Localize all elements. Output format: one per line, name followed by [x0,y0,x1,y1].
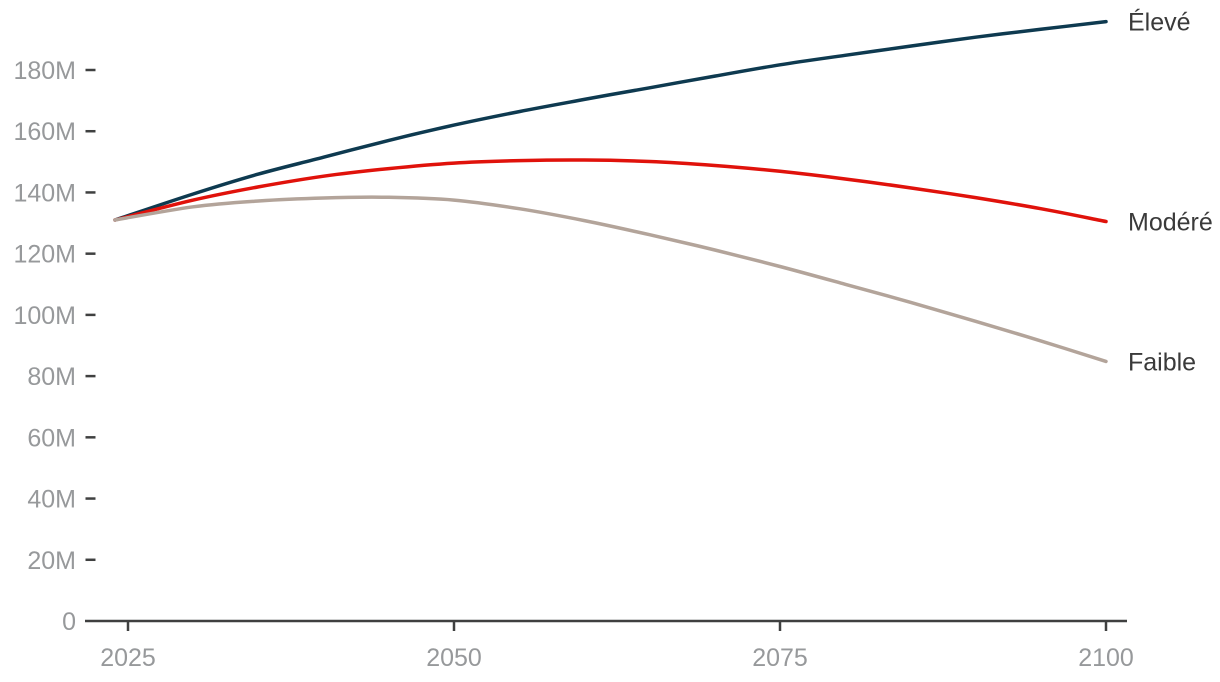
x-tick-label: 2100 [1078,644,1134,672]
series-line-modéré [113,158,1108,224]
y-tick-label: 20M [27,547,76,575]
y-tick-label: 100M [13,302,76,330]
series-line-élevé [113,19,1108,222]
y-tick-label: 60M [27,424,76,452]
x-tick-label: 2050 [426,644,482,672]
y-tick-label: 0 [62,608,76,636]
x-tick-label: 2025 [100,644,156,672]
y-tick-label: 40M [27,486,76,514]
y-tick-label: 140M [13,179,76,207]
y-tick-label: 160M [13,118,76,146]
series-label: Élevé [1128,8,1191,37]
series-line-faible [113,195,1108,364]
y-tick-label: 120M [13,241,76,269]
series-label: Modéré [1128,209,1213,237]
series-label: Faible [1128,348,1196,376]
y-tick-label: 80M [27,363,76,391]
y-tick-label: 180M [13,57,76,85]
x-tick-label: 2075 [752,644,808,672]
